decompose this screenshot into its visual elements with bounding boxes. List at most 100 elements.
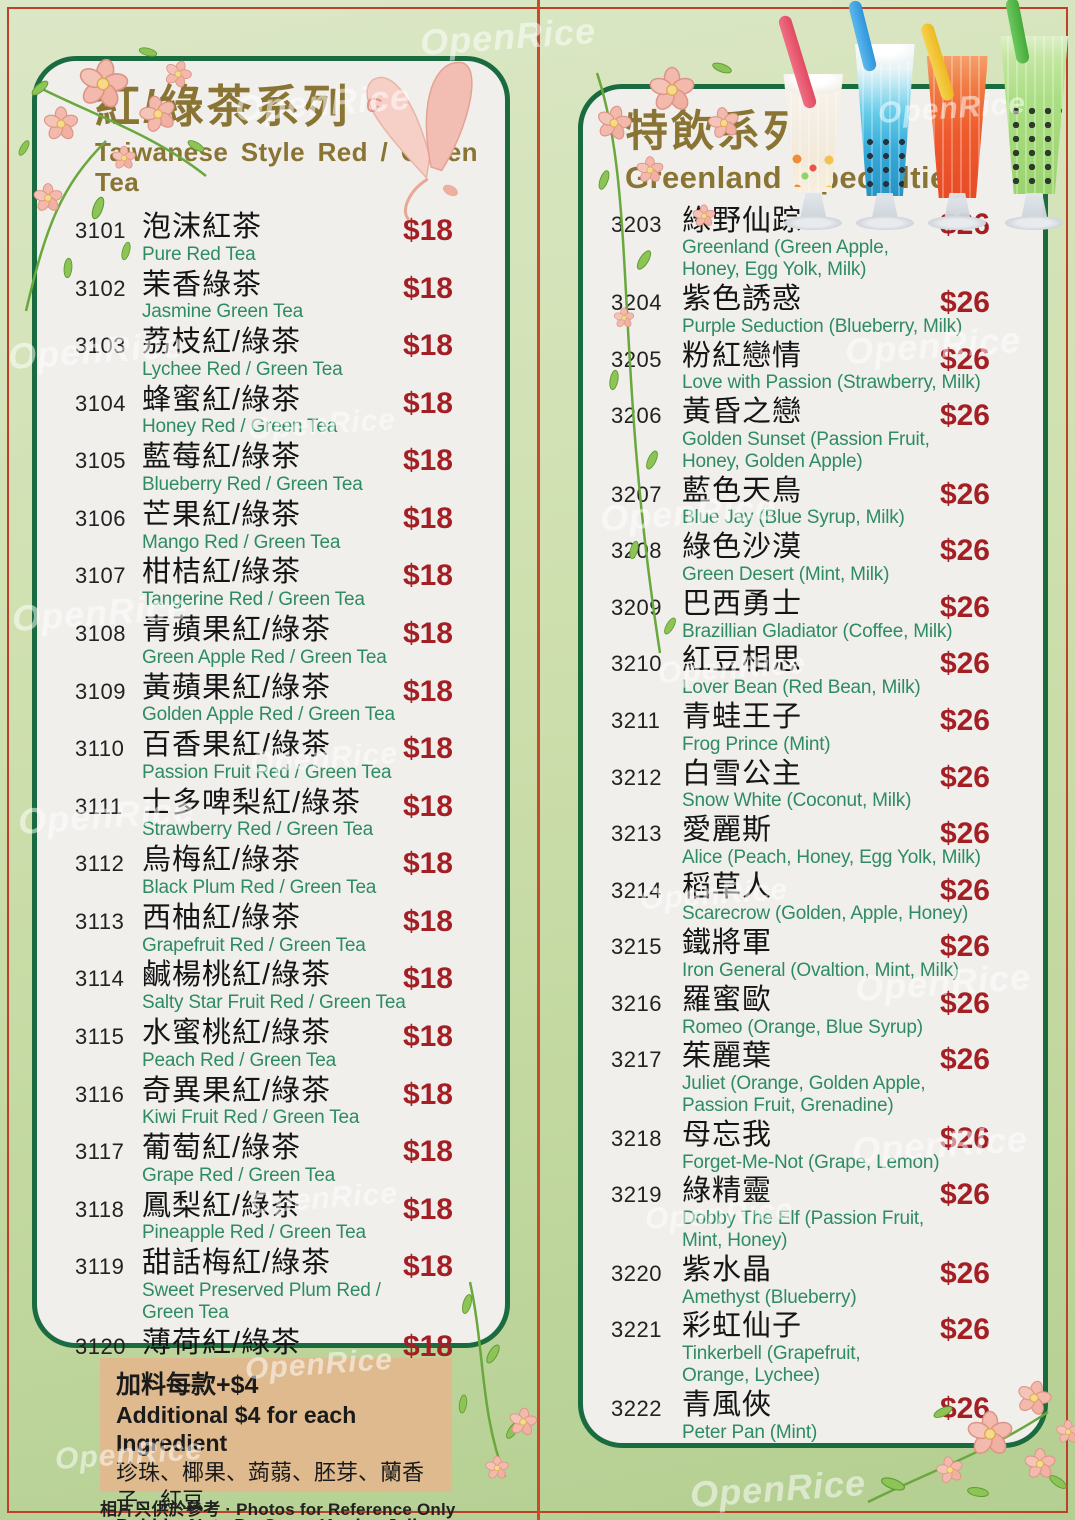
item-name-chinese: 甜話梅紅/綠茶: [142, 1247, 332, 1280]
menu-item-row: 3205 粉紅戀情 Love with Passion (Strawberry,…: [611, 340, 990, 397]
item-number: 3218: [611, 1125, 662, 1151]
item-price: $18: [402, 1020, 453, 1054]
menu-item-row: 3213 愛麗斯 Alice (Peach, Honey, Egg Yolk, …: [611, 815, 990, 871]
left-menu-list: 3101 泡沫紅茶 Pure Red Tea $18 3102 茉香綠茶 Jas…: [37, 204, 505, 1384]
item-name-chinese: 百香果紅/綠茶: [142, 729, 332, 762]
item-name-chinese: 巴西勇士: [682, 587, 803, 620]
item-price: $18: [402, 386, 453, 420]
item-price: $26: [939, 873, 990, 907]
addon-title-chinese: 加料每款+$4: [116, 1371, 259, 1399]
item-name-chinese: 綠色沙漠: [682, 531, 803, 564]
menu-item-row: 3118 鳳梨紅/綠茶 Pineapple Red / Green Tea $1…: [75, 1191, 453, 1248]
menu-item-row: 3221 彩虹仙子 Tinkerbell (Grapefruit, Orange…: [611, 1311, 990, 1388]
item-price: $18: [402, 1250, 453, 1284]
item-price: $26: [939, 1391, 990, 1425]
item-names: 彩虹仙子 Tinkerbell (Grapefruit, Orange, Lyc…: [682, 1311, 940, 1388]
center-divider-line: [537, 0, 540, 1520]
item-number: 3206: [611, 403, 662, 429]
item-number: 3107: [75, 563, 126, 589]
item-names: 士多啤梨紅/綠茶 Strawberry Red / Green Tea: [142, 787, 403, 845]
item-price: $18: [402, 616, 453, 650]
item-name-chinese: 荔枝紅/綠茶: [142, 326, 302, 359]
strawberry-orange-slush-photo: [919, 10, 993, 236]
item-names: 茉香綠茶 Jasmine Green Tea: [142, 269, 403, 327]
item-names: 藍莓紅/綠茶 Blueberry Red / Green Tea: [142, 442, 403, 499]
item-name-english: Sweet Preserved Plum Red / Green Tea: [142, 1280, 381, 1323]
item-number: 3204: [611, 290, 662, 316]
item-price: $18: [402, 1077, 453, 1111]
item-price: $26: [939, 930, 990, 964]
item-name-chinese: 藍莓紅/綠茶: [142, 441, 302, 474]
item-name-english: Peach Red / Green Tea: [142, 1049, 337, 1071]
menu-item-row: 3210 紅豆相思 Lover Bean (Red Bean, Milk) $2…: [611, 645, 990, 701]
item-number: 3118: [75, 1196, 125, 1222]
milkshake-with-fruit-jelly-photo: [777, 8, 848, 236]
item-name-english: Iron General (Ovaltion, Mint, Milk): [682, 960, 960, 981]
item-names: 青蛙王子 Frog Prince (Mint): [682, 702, 940, 758]
item-number: 3207: [611, 481, 662, 507]
item-name-chinese: 泡沫紅茶: [142, 210, 263, 243]
blue-straw-icon: [847, 0, 878, 73]
item-price: $18: [402, 674, 453, 708]
photos-reference-note: 相片只供於參考 · Photos for Reference Only: [100, 1500, 456, 1519]
item-name-english: Grape Red / Green Tea: [142, 1164, 335, 1186]
item-price: $18: [402, 444, 453, 478]
item-names: 稻草人 Scarecrow (Golden, Apple, Honey): [682, 870, 969, 928]
item-name-english: Amethyst (Blueberry): [682, 1286, 857, 1308]
item-name-english: Grapefruit Red / Green Tea: [142, 934, 366, 956]
menu-item-row: 3111 士多啤梨紅/綠茶 Strawberry Red / Green Tea…: [75, 787, 453, 845]
menu-item-row: 3212 白雪公主 Snow White (Coconut, Milk) $26: [611, 757, 990, 815]
item-number: 3217: [611, 1047, 662, 1073]
item-price: $18: [402, 501, 453, 535]
item-price: $18: [402, 1192, 453, 1226]
item-price: $26: [939, 1313, 990, 1347]
item-name-chinese: 稻草人: [682, 870, 773, 903]
item-number: 3101: [75, 217, 126, 243]
menu-item-row: 3108 青蘋果紅/綠茶 Green Apple Red / Green Tea…: [75, 615, 453, 672]
item-name-english: Alice (Peach, Honey, Egg Yolk, Milk): [682, 846, 981, 868]
item-name-chinese: 藍色天鳥: [682, 474, 803, 507]
menu-item-row: 3104 蜂蜜紅/綠茶 Honey Red / Green Tea $18: [75, 384, 453, 442]
item-names: 西柚紅/綠茶 Grapefruit Red / Green Tea: [142, 903, 403, 960]
menu-item-row: 3211 青蛙王子 Frog Prince (Mint) $26: [611, 702, 990, 758]
item-names: 泡沫紅茶 Pure Red Tea: [142, 212, 403, 269]
menu-item-row: 3217 茱麗葉 Juliet (Orange, Golden Apple, P…: [611, 1041, 990, 1118]
item-number: 3106: [75, 505, 126, 531]
item-names: 巴西勇士 Brazillian Gladiator (Coffee, Milk): [682, 587, 953, 645]
item-number: 3220: [611, 1260, 662, 1286]
item-name-chinese: 鹹楊桃紅/綠茶: [142, 959, 332, 992]
item-names: 羅蜜歐 Romeo (Orange, Blue Syrup): [682, 985, 940, 1041]
item-name-chinese: 奇異果紅/綠茶: [142, 1074, 332, 1107]
item-name-english: Blue Jay (Blue Syrup, Milk): [682, 507, 905, 529]
item-number: 3108: [75, 620, 126, 646]
item-name-chinese: 青風俠: [682, 1388, 773, 1421]
item-names: 水蜜桃紅/綠茶 Peach Red / Green Tea: [142, 1018, 403, 1075]
item-name-chinese: 鳳梨紅/綠茶: [142, 1189, 302, 1222]
item-names: 黃蘋果紅/綠茶 Golden Apple Red / Green Tea: [142, 672, 403, 730]
item-name-chinese: 白雪公主: [682, 757, 803, 790]
item-names: 荔枝紅/綠茶 Lychee Red / Green Tea: [142, 327, 403, 384]
item-names: 百香果紅/綠茶 Passion Fruit Red / Green Tea: [142, 730, 403, 787]
menu-item-row: 3119 甜話梅紅/綠茶 Sweet Preserved Plum Red / …: [75, 1248, 453, 1326]
item-number: 3205: [611, 346, 662, 372]
item-names: 甜話梅紅/綠茶 Sweet Preserved Plum Red / Green…: [142, 1248, 403, 1326]
item-name-english: Pineapple Red / Green Tea: [142, 1222, 366, 1244]
item-name-chinese: 紫色誘惑: [682, 283, 803, 316]
left-page-title-english: Taiwanese Style Red / Green Tea: [95, 137, 478, 198]
item-price: $18: [402, 732, 453, 766]
item-names: 紫色誘惑 Purple Seduction (Blueberry, Milk): [682, 283, 962, 340]
item-names: 葡萄紅/綠茶 Grape Red / Green Tea: [142, 1133, 403, 1190]
item-name-chinese: 青蘋果紅/綠茶: [142, 613, 332, 646]
item-name-chinese: 烏梅紅/綠茶: [142, 844, 302, 877]
item-names: 黃昏之戀 Golden Sunset (Passion Fruit, Honey…: [682, 397, 940, 474]
item-price: $26: [939, 1121, 990, 1155]
item-names: 蜂蜜紅/綠茶 Honey Red / Green Tea: [142, 384, 403, 442]
right-menu-panel: 特飲系列 Greenland Specialties 3203 綠野仙踪 Gre…: [578, 84, 1048, 1448]
item-name-chinese: 葡萄紅/綠茶: [142, 1132, 302, 1165]
item-price: $26: [939, 817, 990, 851]
menu-item-row: 3220 紫水晶 Amethyst (Blueberry) $26: [611, 1255, 990, 1311]
item-name-english: Green Desert (Mint, Milk): [682, 563, 890, 585]
item-price: $18: [402, 329, 453, 363]
item-name-english: Scarecrow (Golden, Apple, Honey): [682, 903, 969, 925]
